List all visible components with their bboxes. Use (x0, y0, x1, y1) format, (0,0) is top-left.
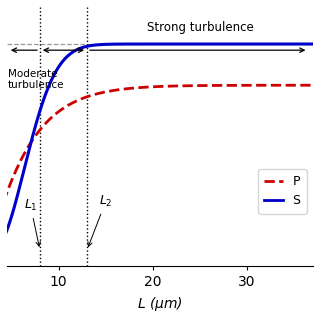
Text: $L_1$: $L_1$ (24, 198, 40, 246)
Text: $L_2$: $L_2$ (88, 194, 113, 246)
X-axis label: $L$ ($\mu$m): $L$ ($\mu$m) (137, 295, 183, 313)
Text: Moderate
turbulence: Moderate turbulence (8, 69, 64, 90)
Text: Strong turbulence: Strong turbulence (147, 21, 253, 34)
Legend: P, S: P, S (258, 169, 307, 213)
